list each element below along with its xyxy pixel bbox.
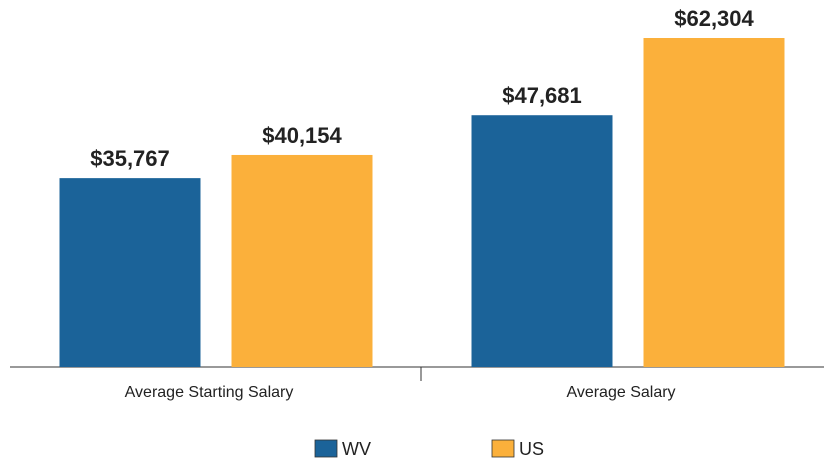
legend-label: WV bbox=[342, 439, 371, 459]
bar bbox=[59, 178, 201, 367]
x-tick-label: Average Starting Salary bbox=[125, 384, 294, 401]
x-tick-label: Average Salary bbox=[566, 384, 675, 401]
bar bbox=[471, 115, 613, 368]
legend-label: US bbox=[519, 439, 544, 459]
value-label: $35,767 bbox=[90, 146, 170, 171]
bar bbox=[643, 38, 785, 367]
bar bbox=[231, 154, 373, 367]
value-label: $40,154 bbox=[262, 123, 342, 148]
value-label: $47,681 bbox=[502, 83, 582, 108]
value-label: $62,304 bbox=[674, 6, 754, 31]
legend-swatch bbox=[491, 439, 515, 458]
legend-swatch bbox=[314, 439, 338, 458]
